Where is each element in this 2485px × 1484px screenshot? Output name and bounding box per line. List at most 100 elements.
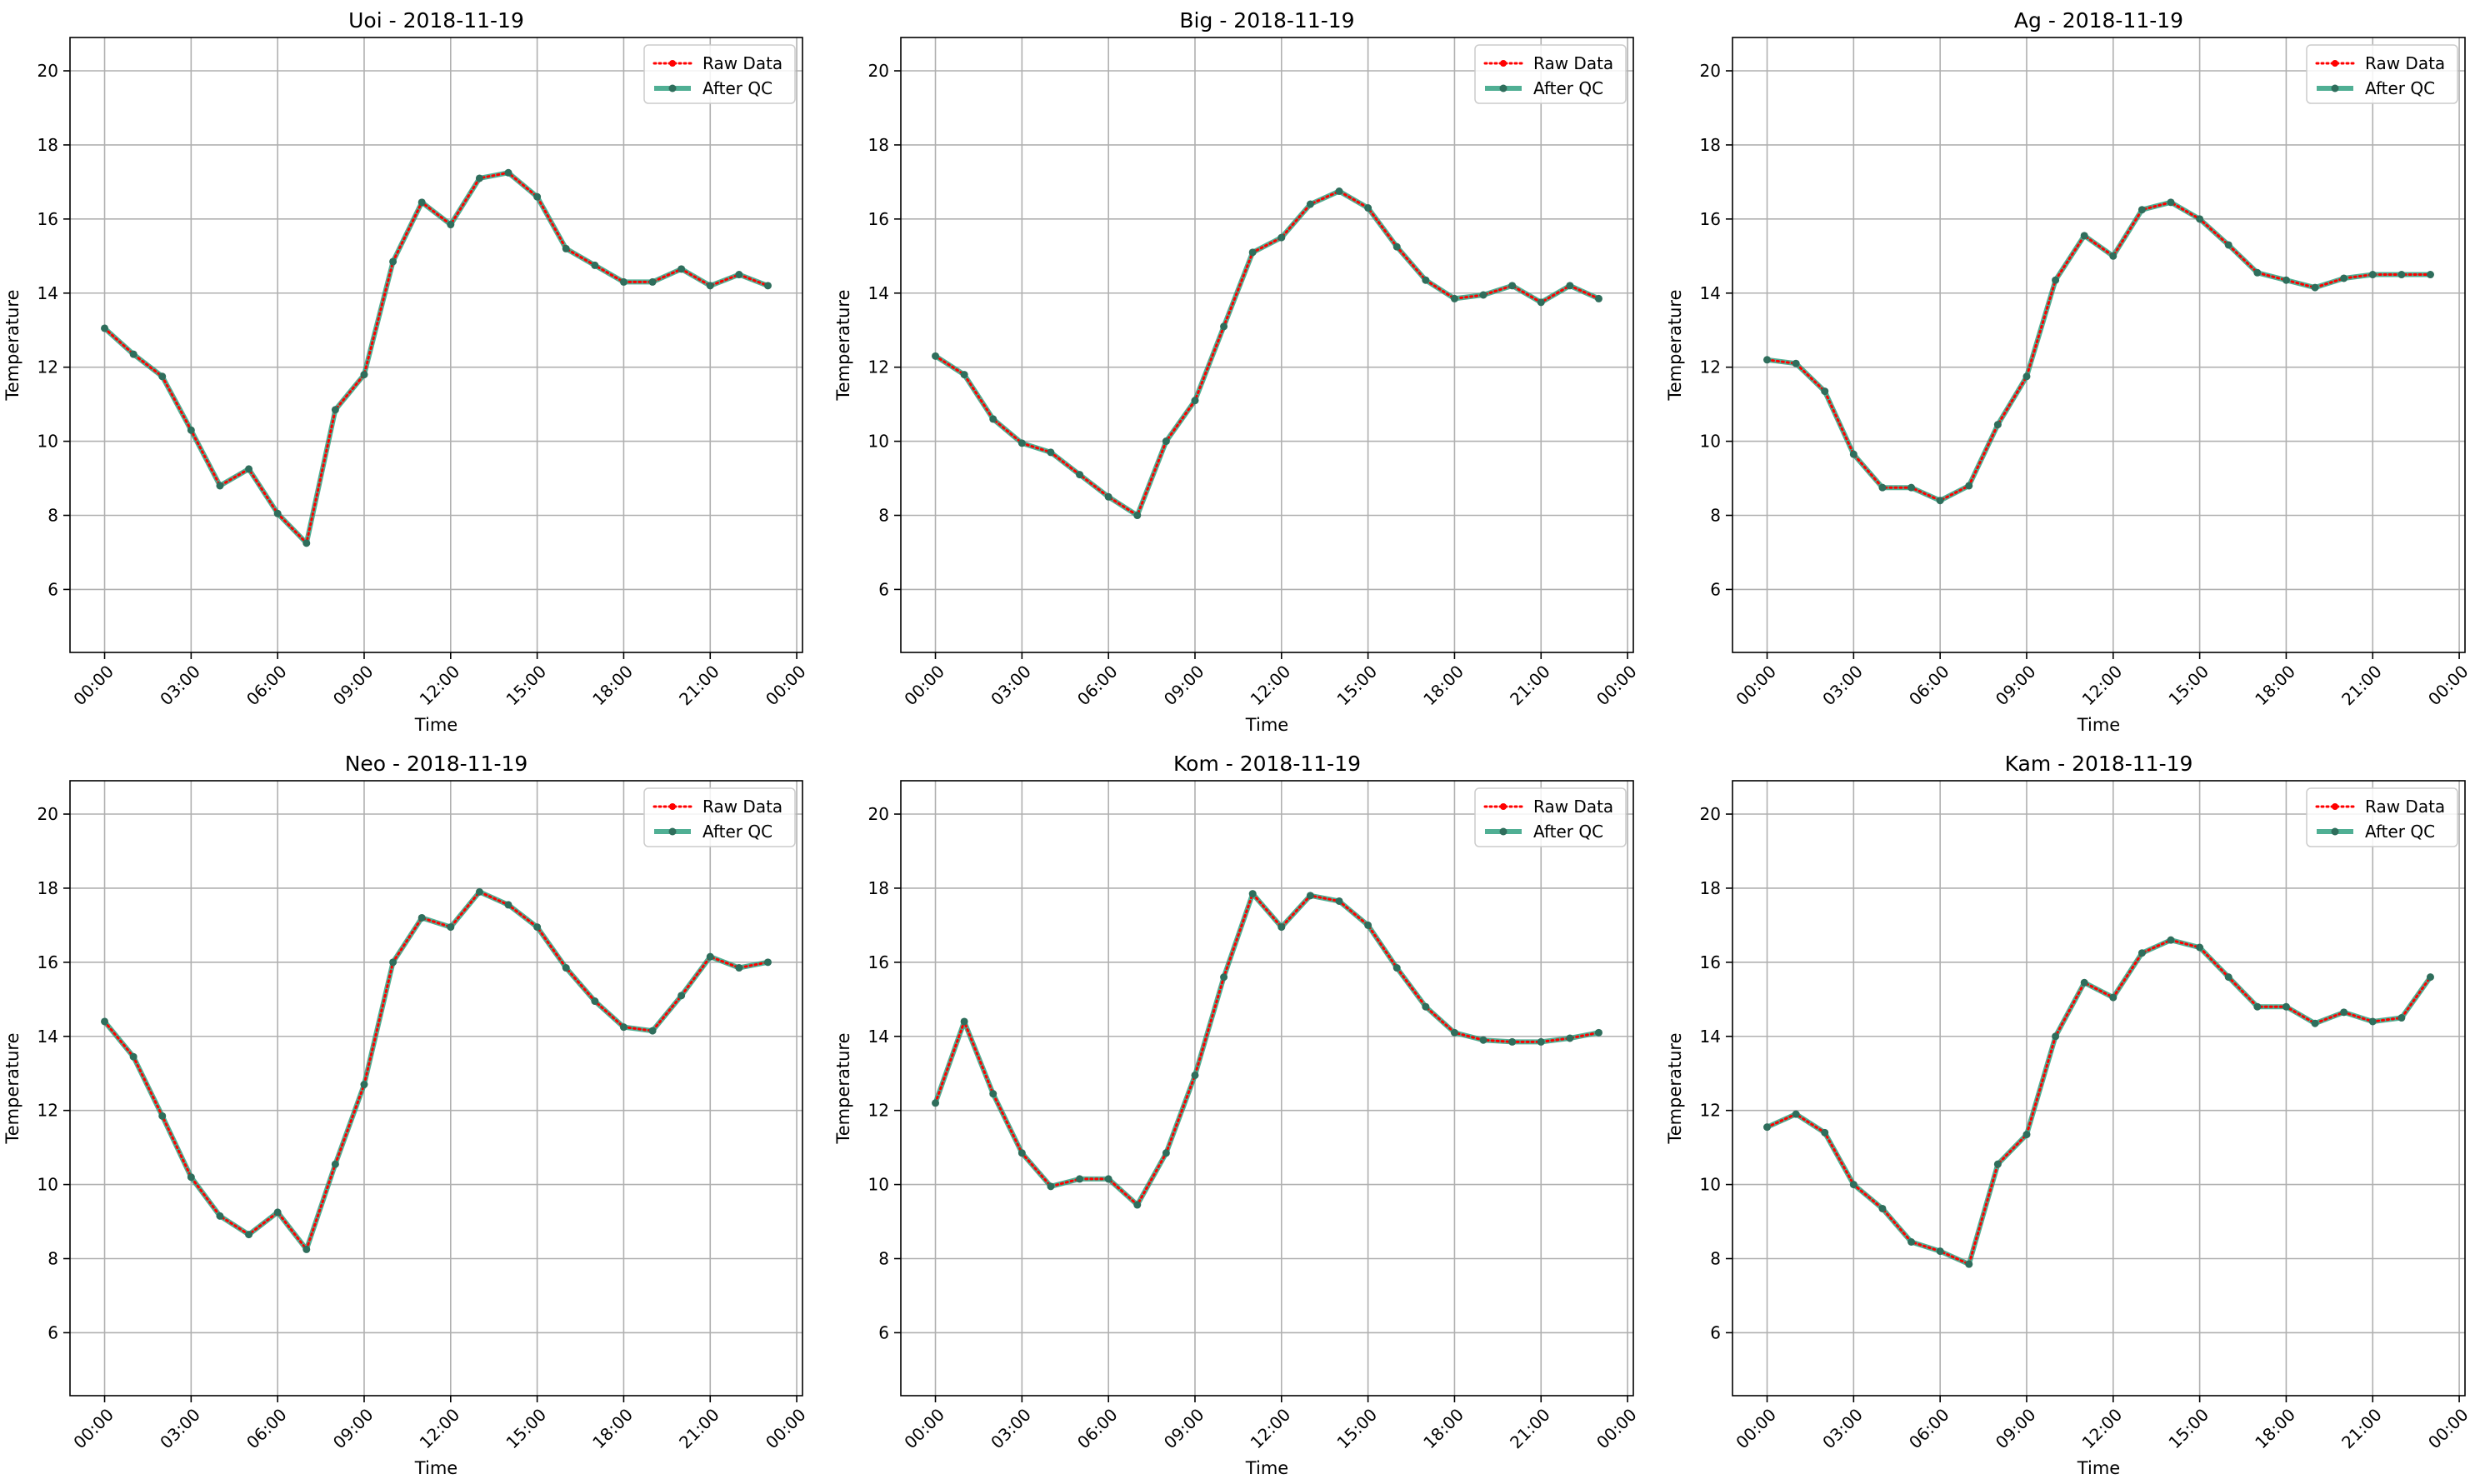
after-qc-point: [1191, 397, 1199, 405]
legend: Raw Data After QC: [2306, 44, 2458, 104]
x-tick-label: 00:00: [900, 1405, 948, 1453]
x-tick-label: 18:00: [2251, 662, 2299, 710]
after-qc-point: [619, 1023, 628, 1032]
y-tick-label: 20: [38, 61, 58, 81]
x-tick-label: 00:00: [1732, 1405, 1780, 1453]
after-qc-point: [2080, 978, 2088, 987]
after-qc-point: [1537, 298, 1545, 307]
after-qc-point: [1792, 1110, 1800, 1118]
y-tick-label: 14: [38, 283, 58, 303]
after-qc-point: [1821, 387, 1829, 396]
y-tick-label: 18: [38, 878, 58, 898]
subplot-3: 6 8 10 12 14 16 18 20 00:00 03:00 06:00 09:00 12:00 1…: [1665, 8, 2472, 735]
after-qc-point: [2398, 1014, 2406, 1022]
after-qc-point: [1993, 421, 2002, 429]
after-qc-point: [1364, 204, 1372, 212]
subplot-title: Kom - 2018-11-19: [1173, 752, 1361, 776]
grid: [1732, 37, 2465, 652]
after-qc-point: [2368, 271, 2377, 279]
series-line-raw-data: [103, 171, 769, 546]
after-qc-point: [2282, 276, 2290, 284]
after-qc-point: [2426, 973, 2434, 982]
after-qc-point: [533, 192, 542, 201]
y-tick-label: 18: [38, 135, 58, 155]
x-tick-label: 00:00: [69, 1405, 118, 1453]
after-qc-point: [2109, 993, 2118, 1002]
after-qc-point: [1248, 248, 1257, 257]
x-tick-label: 21:00: [2338, 662, 2386, 710]
after-qc-point: [562, 964, 570, 972]
after-qc-point: [273, 1208, 282, 1217]
after-qc-point: [1047, 1182, 1055, 1191]
after-qc-point: [1104, 1175, 1112, 1183]
x-tick-label: 00:00: [900, 662, 948, 710]
y-tick-label: 12: [38, 357, 58, 377]
y-tick-label: 6: [1710, 579, 1721, 599]
x-tick-label: 15:00: [2164, 662, 2212, 710]
series-line-raw-data: [1766, 938, 2432, 1267]
y-tick-label: 10: [38, 1175, 58, 1195]
y-tick-label: 16: [1700, 952, 1721, 972]
after-qc-point: [1594, 1028, 1602, 1037]
after-qc-point: [2167, 936, 2175, 944]
after-qc-point: [2022, 1131, 2031, 1139]
after-qc-point: [1392, 242, 1401, 251]
legend-label-after-qc: After QC: [2365, 822, 2435, 842]
y-axis-label: Temperature: [833, 289, 853, 401]
after-qc-point: [129, 350, 138, 358]
y-tick-label: 10: [1700, 1175, 1721, 1195]
after-qc-point: [360, 1081, 368, 1089]
plot-area: [1732, 37, 2465, 652]
after-qc-point: [1076, 1175, 1084, 1183]
after-qc-point: [1278, 233, 1286, 242]
y-tick-label: 12: [1700, 1101, 1721, 1121]
x-tick-label: 18:00: [588, 1405, 637, 1453]
subplot-title: Neo - 2018-11-19: [345, 752, 528, 776]
x-tick-label: 15:00: [1332, 1405, 1381, 1453]
after-qc-point: [2368, 1017, 2377, 1026]
x-tick-label: 06:00: [1905, 662, 1953, 710]
subplot-title: Ag - 2018-11-19: [2014, 8, 2183, 32]
plot-area: [901, 37, 1633, 652]
after-qc-point: [932, 352, 940, 360]
after-qc-point: [678, 992, 686, 1000]
plot-area: [70, 37, 802, 652]
legend-marker-raw-data: [1500, 803, 1507, 810]
y-tick-label: 8: [878, 506, 889, 526]
y-tick-label: 14: [868, 1027, 889, 1047]
axes-frame: [1732, 780, 2466, 1397]
y-tick-label: 10: [868, 1175, 889, 1195]
y-tick-label: 14: [38, 1027, 58, 1047]
after-qc-point: [1878, 483, 1887, 492]
x-tick-label: 09:00: [1160, 1405, 1208, 1453]
after-qc-point: [1306, 892, 1314, 900]
legend-marker-after-qc: [2331, 84, 2339, 92]
after-qc-point: [2196, 215, 2204, 223]
after-qc-point: [989, 415, 998, 423]
after-qc-point: [245, 1231, 253, 1239]
after-qc-point: [763, 282, 772, 290]
x-tick-label: 12:00: [416, 1405, 464, 1453]
x-tick-label: 21:00: [1506, 1405, 1554, 1453]
after-qc-point: [475, 174, 483, 182]
subplot-2: 6 8 10 12 14 16 18 20 00:00 03:00 06:00 09:00 12:00 1…: [833, 8, 1641, 735]
x-tick-label: 03:00: [987, 1405, 1035, 1453]
after-qc-point: [1908, 483, 1916, 492]
grid: [70, 37, 802, 652]
x-axis-label: Time: [1245, 715, 1288, 735]
x-tick-label: 18:00: [1419, 1405, 1468, 1453]
y-tick-label: 16: [1700, 209, 1721, 229]
after-qc-point: [216, 482, 224, 490]
legend-marker-after-qc: [1499, 827, 1508, 836]
legend: Raw Data After QC: [643, 44, 796, 104]
plot-area: [70, 781, 802, 1396]
after-qc-point: [706, 952, 714, 961]
y-tick-label: 12: [38, 1101, 58, 1121]
after-qc-point: [1936, 497, 1944, 505]
after-qc-point: [2224, 973, 2232, 982]
after-qc-point: [1278, 923, 1286, 932]
after-qc-point: [1104, 492, 1112, 501]
y-tick-label: 8: [878, 1249, 889, 1269]
y-tick-label: 6: [878, 579, 889, 599]
after-qc-point: [101, 1017, 109, 1026]
